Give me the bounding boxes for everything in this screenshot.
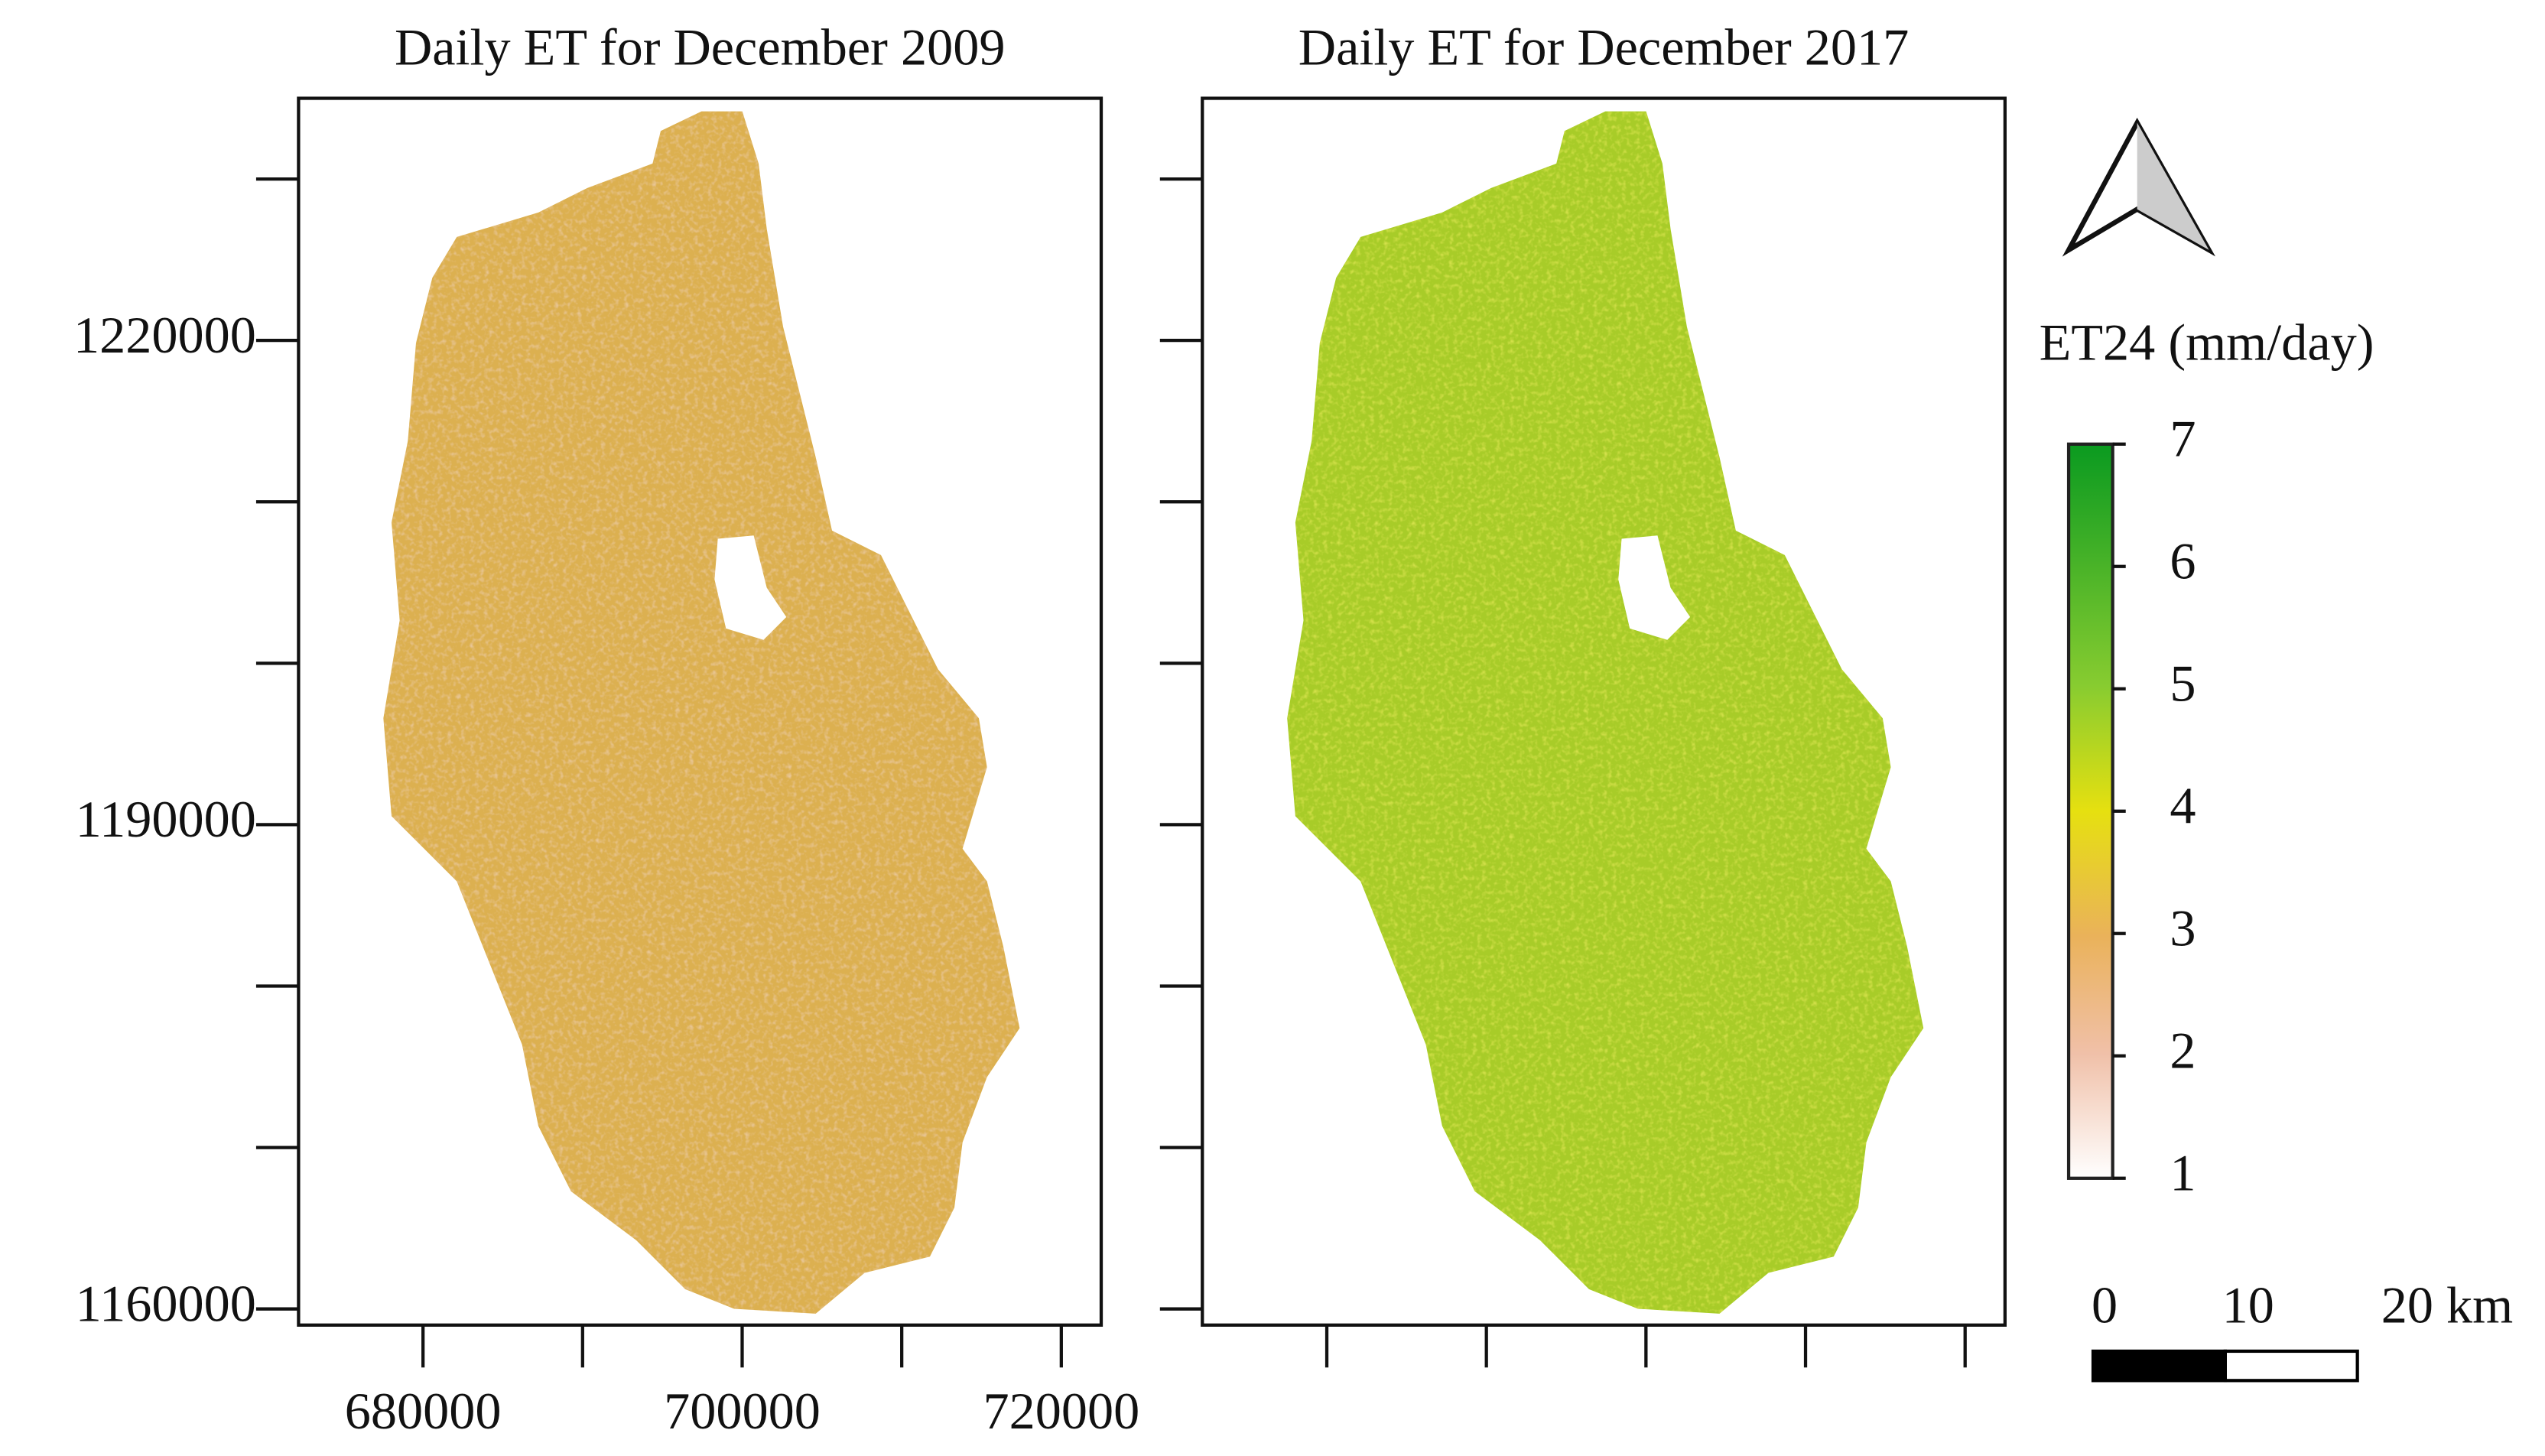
legend-tick-label: 1 xyxy=(2170,1143,2196,1201)
scale-bar-black xyxy=(2091,1349,2227,1383)
scale-label: 20 km xyxy=(2381,1276,2514,1334)
panel-title: Daily ET for December 2017 xyxy=(1299,18,1910,76)
legend-tick-label: 2 xyxy=(2170,1021,2196,1079)
scale-bar-white xyxy=(2223,1349,2359,1383)
colorbar xyxy=(2066,442,2114,1180)
x-tick-label: 700000 xyxy=(664,1382,821,1440)
legend-tick-label: 7 xyxy=(2170,409,2196,467)
scale-label: 10 xyxy=(2222,1276,2274,1334)
map-frame xyxy=(297,96,1103,1327)
reservoir xyxy=(1618,535,1691,640)
map-frame xyxy=(1201,96,2007,1327)
reservoir xyxy=(714,535,787,640)
map-panel: Daily ET for December 2017 xyxy=(1159,18,2007,1368)
y-tick-label: 1160000 xyxy=(76,1274,256,1332)
legend-title: ET24 (mm/day) xyxy=(2040,314,2374,372)
y-tick-label: 1190000 xyxy=(76,790,256,848)
watershed-texture xyxy=(1287,111,1924,1314)
legend-tick-label: 6 xyxy=(2170,531,2196,590)
legend-tick-label: 5 xyxy=(2170,654,2196,712)
scale-label: 0 xyxy=(2092,1276,2118,1334)
y-tick-label: 1220000 xyxy=(73,306,256,364)
x-tick-label: 680000 xyxy=(345,1382,502,1440)
panel-title: Daily ET for December 2009 xyxy=(395,18,1006,76)
legend: ET24 (mm/day) 0 10 20 km 1 2 3 4 5 6 7 xyxy=(2040,117,2514,1383)
map-panel: Daily ET for December 2009 1160000 1190000… xyxy=(73,18,1139,1439)
legend-tick-label: 3 xyxy=(2170,899,2196,957)
legend-tick-label: 4 xyxy=(2170,776,2196,834)
watershed-texture xyxy=(383,111,1020,1314)
x-tick-label: 720000 xyxy=(983,1382,1139,1440)
